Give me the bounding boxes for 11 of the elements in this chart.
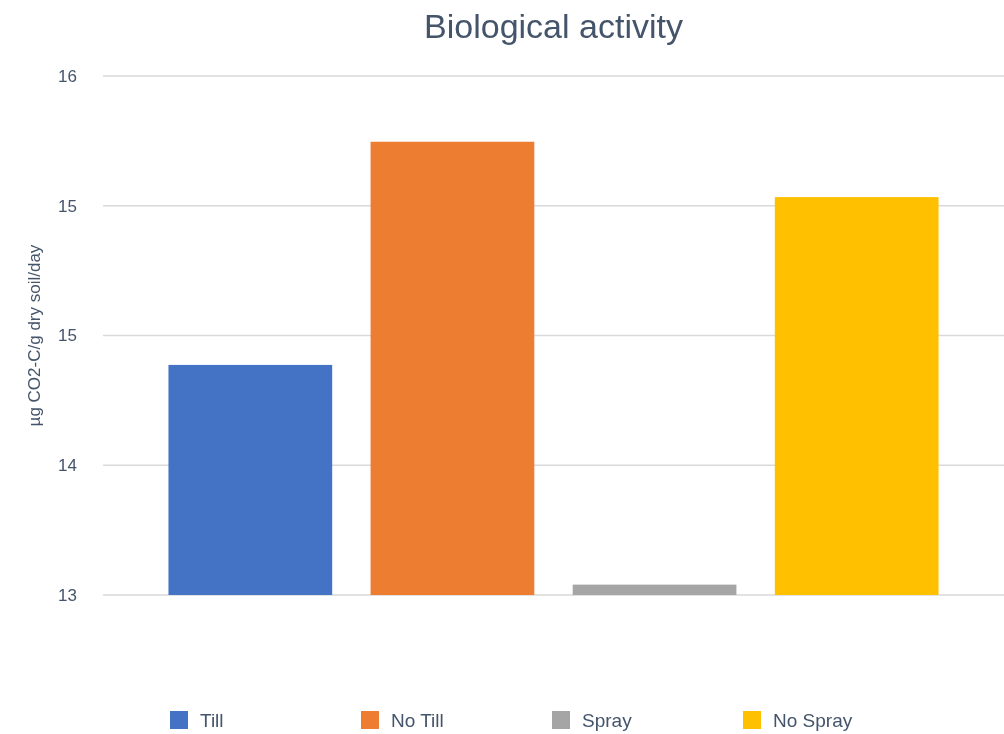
- y-tick-label: 15: [58, 196, 77, 216]
- legend-label: No Spray: [773, 709, 853, 731]
- y-axis-title: µg CO2-C/g dry soil/day: [25, 244, 44, 427]
- y-tick-label: 14: [58, 456, 77, 476]
- chart-title: Biological activity: [424, 7, 683, 45]
- legend-label: Spray: [582, 709, 633, 731]
- y-tick-label: 16: [58, 66, 77, 86]
- y-tick-label: 13: [58, 585, 77, 605]
- legend-label: No Till: [391, 709, 444, 731]
- y-tick-label: 15: [58, 326, 77, 346]
- legend-label: Till: [200, 709, 224, 731]
